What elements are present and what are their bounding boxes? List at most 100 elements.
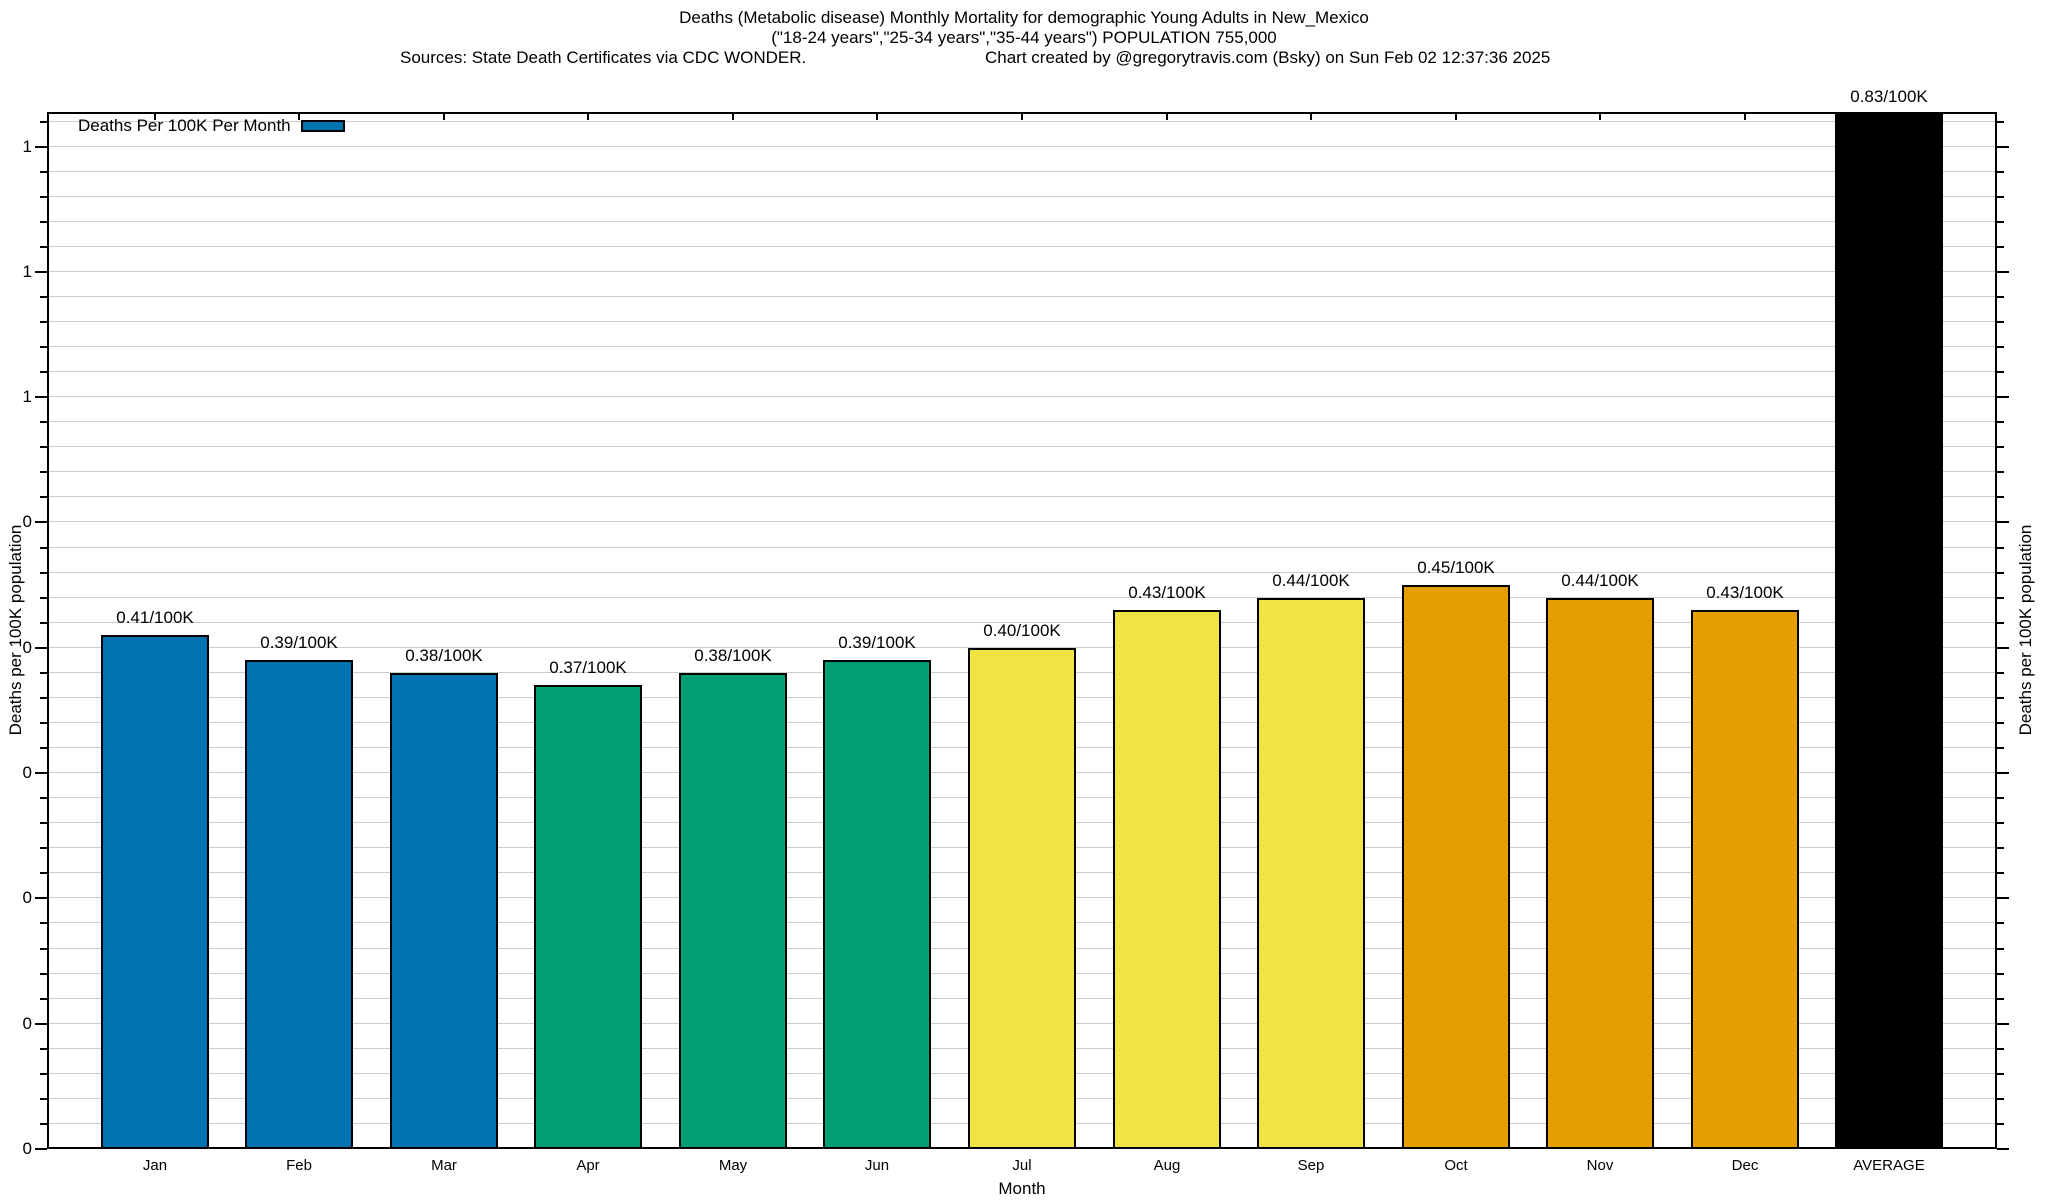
y-tick-label: 1 <box>22 261 32 281</box>
chart-credit-note: Chart created by @gregorytravis.com (Bsk… <box>985 48 1551 67</box>
y-tick-left <box>40 947 47 950</box>
x-axis-title: Month <box>998 1179 1046 1198</box>
y-gridline <box>47 295 1997 297</box>
y-tick-left <box>40 721 47 724</box>
y-tick-left <box>35 145 47 148</box>
y-gridline <box>47 546 1997 548</box>
x-tick-label-sep: Sep <box>1297 1157 1325 1174</box>
y-tick-label: 1 <box>22 387 32 407</box>
y-tick-right <box>1997 270 2009 273</box>
y-tick-right <box>1997 170 2004 173</box>
bar-oct <box>1402 585 1510 1149</box>
y-tick-left <box>40 496 47 499</box>
x-tick-label-aug: Aug <box>1153 1157 1181 1174</box>
y-tick-right <box>1997 446 2004 449</box>
y-tick-label: 0 <box>22 1013 32 1033</box>
y-tick-right <box>1997 721 2004 724</box>
x-tick-top <box>154 112 156 120</box>
y-tick-right <box>1997 747 2004 750</box>
y-gridline <box>47 321 1997 322</box>
y-tick-left <box>40 220 47 223</box>
x-tick-label-dec: Dec <box>1731 1157 1759 1174</box>
bar-dec <box>1691 610 1799 1149</box>
x-tick-label-oct: Oct <box>1444 1157 1468 1174</box>
y-tick-left <box>40 847 47 850</box>
y-tick-right <box>1997 847 2004 850</box>
bar-feb <box>245 660 353 1149</box>
y-tick-right <box>1997 872 2004 875</box>
y-tick-right <box>1997 496 2004 499</box>
y-gridline <box>47 120 1997 122</box>
y-tick-right <box>1997 997 2004 1000</box>
y-gridline <box>47 571 1997 573</box>
y-gridline <box>47 646 1997 648</box>
bar-may <box>679 673 787 1149</box>
bar-value-label: 0.44/100K <box>1561 571 1639 590</box>
bar-value-label: 0.45/100K <box>1417 558 1495 577</box>
x-tick-top <box>1599 112 1601 120</box>
y-gridline <box>47 245 1997 247</box>
y-gridline <box>47 471 1997 473</box>
y-tick-left <box>35 646 47 649</box>
y-tick-left <box>40 546 47 549</box>
x-tick-top <box>1888 112 1890 120</box>
y-tick-left <box>40 997 47 1000</box>
y-tick-right <box>1997 1072 2004 1075</box>
y-gridline <box>47 170 1997 172</box>
x-tick-top <box>1744 112 1746 120</box>
chart-title-line1: Deaths (Metabolic disease) Monthly Morta… <box>679 8 1369 27</box>
x-tick-top <box>443 112 445 120</box>
y-tick-left <box>40 1047 47 1050</box>
y-tick-left <box>40 1072 47 1075</box>
y-tick-left <box>40 822 47 825</box>
y-tick-right <box>1997 772 2009 775</box>
y-gridline <box>47 621 1997 623</box>
bar-jul <box>968 648 1076 1149</box>
y-tick-left <box>40 471 47 474</box>
bar-value-label: 0.37/100K <box>549 658 627 677</box>
x-tick-top <box>1310 112 1312 120</box>
y-tick-right <box>1997 897 2009 900</box>
bar-jan <box>101 635 209 1149</box>
x-tick-label-apr: Apr <box>576 1157 600 1174</box>
y-tick-left <box>40 621 47 624</box>
y-tick-label: 0 <box>22 763 32 783</box>
bar-value-label: 0.43/100K <box>1128 583 1206 602</box>
y-tick-right <box>1997 571 2004 574</box>
bar-value-label: 0.39/100K <box>838 633 916 652</box>
y-tick-right <box>1997 245 2004 248</box>
bar-average <box>1835 114 1943 1149</box>
x-tick-label-jan: Jan <box>142 1157 168 1174</box>
y-tick-left <box>40 120 47 123</box>
y-tick-right <box>1997 421 2004 424</box>
y-tick-left <box>40 571 47 574</box>
y-tick-right <box>1997 696 2004 699</box>
y-gridline <box>47 446 1997 448</box>
y-gridline <box>47 421 1997 423</box>
y-gridline <box>47 270 1997 272</box>
y-tick-right <box>1997 1148 2009 1150</box>
y-gridline <box>47 521 1997 523</box>
y-tick-right <box>1997 346 2004 349</box>
y-tick-left <box>40 321 47 323</box>
y-tick-left <box>40 245 47 248</box>
x-tick-label-nov: Nov <box>1586 1157 1614 1174</box>
y-tick-left <box>35 270 47 273</box>
y-tick-right <box>1997 1097 2004 1100</box>
bar-nov <box>1546 598 1654 1149</box>
y-gridline <box>47 195 1997 197</box>
y-tick-right <box>1997 822 2004 825</box>
y-tick-right <box>1997 947 2004 950</box>
y-tick-right <box>1997 596 2004 599</box>
y-tick-left <box>40 346 47 349</box>
bar-value-label: 0.41/100K <box>116 608 194 627</box>
y-tick-left <box>35 521 47 524</box>
y-tick-label: 0 <box>22 888 32 908</box>
y-tick-left <box>40 371 47 374</box>
y-tick-right <box>1997 972 2004 975</box>
bar-aug <box>1113 610 1221 1149</box>
y-tick-right <box>1997 120 2004 123</box>
y-tick-right <box>1997 1047 2004 1050</box>
x-tick-top <box>732 112 734 120</box>
